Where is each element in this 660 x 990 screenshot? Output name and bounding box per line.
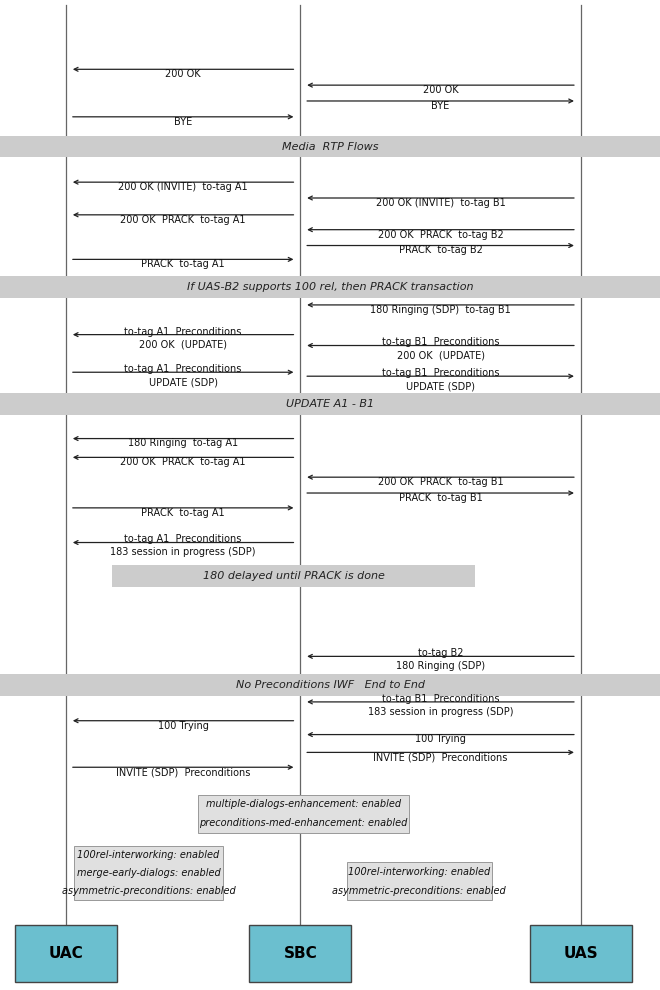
Text: If UAS-B2 supports 100 rel, then PRACK transaction: If UAS-B2 supports 100 rel, then PRACK t… [187, 282, 473, 292]
Text: to-tag B1  Preconditions: to-tag B1 Preconditions [381, 694, 500, 704]
Text: 100rel-interworking: enabled: 100rel-interworking: enabled [77, 850, 220, 860]
Text: UAS: UAS [564, 945, 598, 961]
Text: 180 Ringing (SDP): 180 Ringing (SDP) [396, 661, 485, 671]
Text: multiple-dialogs-enhancement: enabled: multiple-dialogs-enhancement: enabled [206, 799, 401, 810]
Text: PRACK  to-tag B2: PRACK to-tag B2 [399, 246, 482, 255]
Text: asymmetric-preconditions: enabled: asymmetric-preconditions: enabled [332, 885, 506, 896]
Text: to-tag B2: to-tag B2 [418, 648, 463, 658]
Text: 200 OK  PRACK  to-tag A1: 200 OK PRACK to-tag A1 [120, 457, 246, 467]
Text: UPDATE (SDP): UPDATE (SDP) [148, 377, 218, 387]
Text: UAC: UAC [49, 945, 83, 961]
Text: 100 Trying: 100 Trying [415, 735, 466, 744]
Text: 200 OK: 200 OK [166, 69, 201, 79]
Text: to-tag A1  Preconditions: to-tag A1 Preconditions [125, 327, 242, 337]
Text: 100rel-interworking: enabled: 100rel-interworking: enabled [348, 866, 490, 877]
FancyBboxPatch shape [198, 795, 409, 833]
FancyBboxPatch shape [0, 674, 660, 696]
Text: PRACK  to-tag B1: PRACK to-tag B1 [399, 493, 482, 503]
FancyBboxPatch shape [249, 925, 351, 982]
FancyBboxPatch shape [0, 393, 660, 415]
Text: 200 OK  (UPDATE): 200 OK (UPDATE) [397, 350, 484, 360]
Text: 180 Ringing (SDP)  to-tag B1: 180 Ringing (SDP) to-tag B1 [370, 305, 511, 315]
Text: 200 OK  (UPDATE): 200 OK (UPDATE) [139, 340, 227, 349]
Text: UPDATE A1 - B1: UPDATE A1 - B1 [286, 399, 374, 409]
Text: PRACK  to-tag A1: PRACK to-tag A1 [141, 259, 225, 269]
Text: 200 OK (INVITE)  to-tag B1: 200 OK (INVITE) to-tag B1 [376, 198, 506, 208]
FancyBboxPatch shape [0, 136, 660, 157]
Text: asymmetric-preconditions: enabled: asymmetric-preconditions: enabled [61, 886, 236, 896]
Text: to-tag B1  Preconditions: to-tag B1 Preconditions [381, 338, 500, 347]
FancyBboxPatch shape [74, 845, 223, 901]
Text: BYE: BYE [432, 101, 449, 111]
Text: 100 Trying: 100 Trying [158, 721, 209, 731]
FancyBboxPatch shape [346, 862, 492, 900]
Text: Media  RTP Flows: Media RTP Flows [282, 142, 378, 151]
Text: INVITE (SDP)  Preconditions: INVITE (SDP) Preconditions [116, 767, 250, 777]
Text: to-tag A1  Preconditions: to-tag A1 Preconditions [125, 364, 242, 374]
Text: 200 OK: 200 OK [423, 85, 458, 95]
Text: BYE: BYE [174, 117, 192, 127]
Text: 180 Ringing  to-tag A1: 180 Ringing to-tag A1 [128, 439, 238, 448]
Text: to-tag B1  Preconditions: to-tag B1 Preconditions [381, 368, 500, 378]
Text: No Preconditions IWF   End to End: No Preconditions IWF End to End [236, 680, 424, 690]
Text: 180 delayed until PRACK is done: 180 delayed until PRACK is done [203, 571, 385, 581]
FancyBboxPatch shape [112, 565, 475, 587]
Text: to-tag A1  Preconditions: to-tag A1 Preconditions [125, 535, 242, 544]
Text: 200 OK  PRACK  to-tag B2: 200 OK PRACK to-tag B2 [378, 230, 504, 240]
Text: 200 OK (INVITE)  to-tag A1: 200 OK (INVITE) to-tag A1 [118, 182, 248, 192]
Text: INVITE (SDP)  Preconditions: INVITE (SDP) Preconditions [374, 752, 508, 762]
Text: SBC: SBC [283, 945, 317, 961]
Text: 183 session in progress (SDP): 183 session in progress (SDP) [368, 707, 513, 717]
FancyBboxPatch shape [529, 925, 632, 982]
FancyBboxPatch shape [0, 276, 660, 298]
FancyBboxPatch shape [15, 925, 117, 982]
Text: 183 session in progress (SDP): 183 session in progress (SDP) [110, 547, 256, 557]
Text: merge-early-dialogs: enabled: merge-early-dialogs: enabled [77, 868, 220, 878]
Text: UPDATE (SDP): UPDATE (SDP) [406, 381, 475, 391]
Text: 200 OK  PRACK  to-tag B1: 200 OK PRACK to-tag B1 [378, 477, 504, 487]
Text: 200 OK  PRACK  to-tag A1: 200 OK PRACK to-tag A1 [120, 215, 246, 225]
Text: PRACK  to-tag A1: PRACK to-tag A1 [141, 508, 225, 518]
Text: preconditions-med-enhancement: enabled: preconditions-med-enhancement: enabled [199, 818, 408, 829]
